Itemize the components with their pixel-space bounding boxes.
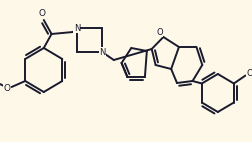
Text: N: N <box>99 48 105 57</box>
Text: N: N <box>73 23 80 33</box>
Text: O: O <box>155 28 162 36</box>
Text: O: O <box>38 9 45 17</box>
Text: O: O <box>246 69 252 78</box>
Text: O: O <box>3 83 10 92</box>
